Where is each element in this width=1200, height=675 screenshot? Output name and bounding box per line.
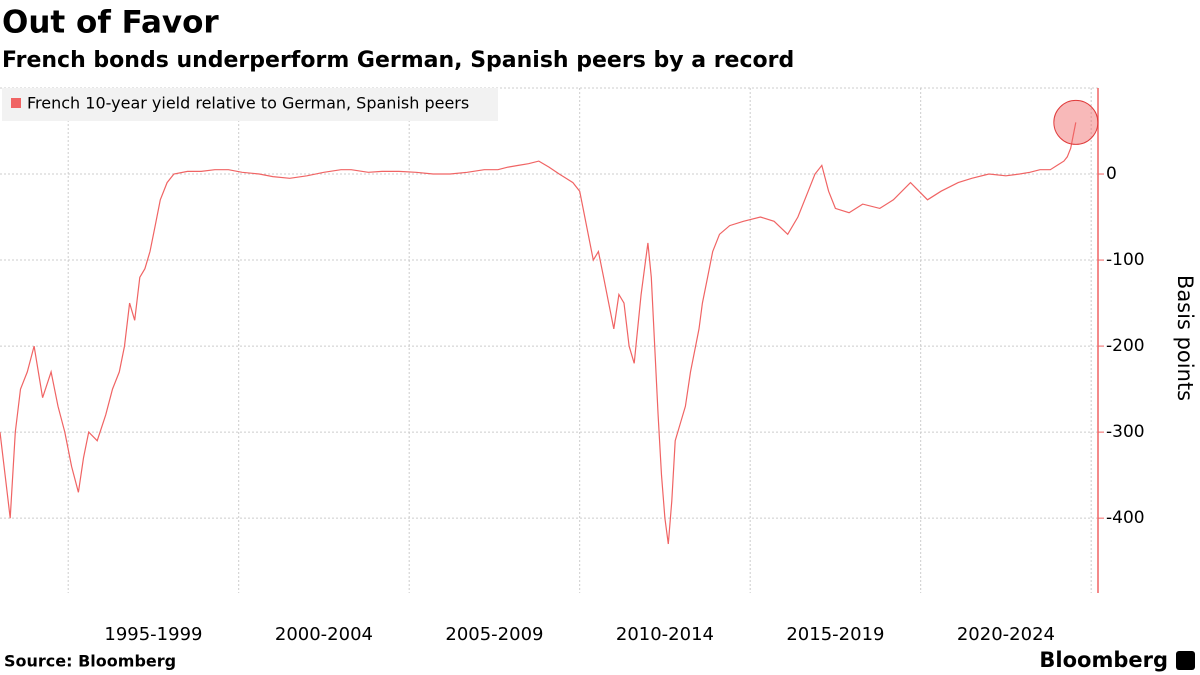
x-tick-label: 2020-2024 [957,624,1055,645]
y-tick-label: -400 [1106,508,1145,528]
y-tick-label: 0 [1106,164,1117,184]
brand: Bloomberg [1039,648,1168,672]
x-tick-label: 2015-2019 [786,624,884,645]
legend-swatch [11,98,21,108]
chart-title: Out of Favor [2,5,219,41]
x-tick-label: 1995-1999 [104,624,202,645]
brand-icon [1176,651,1195,670]
y-tick-label: -300 [1106,422,1145,442]
highlight [1053,99,1099,145]
x-tick-label: 2000-2004 [275,624,373,645]
legend-box [2,88,498,121]
y-axis-title: Basis points [1173,275,1197,401]
chart-subtitle: French bonds underperform German, Spanis… [2,48,794,73]
source: Source: Bloomberg [4,652,176,671]
y-tick-label: -100 [1106,250,1145,270]
line [0,122,1077,545]
x-tick-label: 2005-2009 [445,624,543,645]
legend-label: French 10-year yield relative to German,… [27,94,469,113]
x-tick-label: 2010-2014 [616,624,714,645]
y-tick-label: -200 [1106,336,1145,356]
